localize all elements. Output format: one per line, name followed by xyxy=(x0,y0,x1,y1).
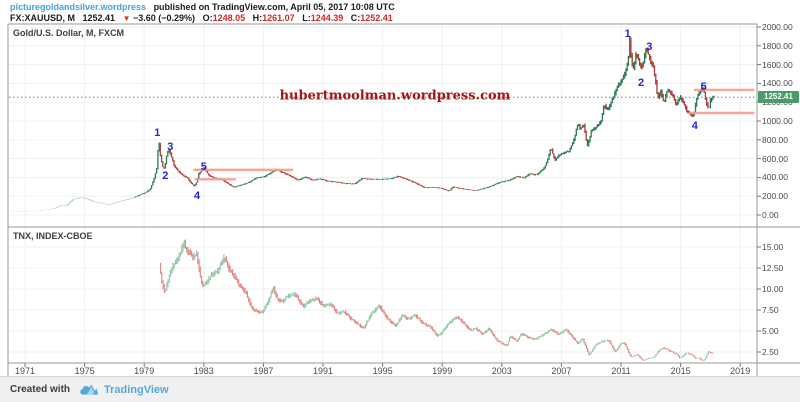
yield-axis-tick-label: 5.00 xyxy=(762,326,779,336)
close-value: 1252.41 xyxy=(360,13,393,23)
low-label: L: xyxy=(302,13,311,23)
time-axis-tick-label: 2019 xyxy=(730,366,751,376)
low-value: 1244.39 xyxy=(310,13,344,23)
price-axis-tick-label: 2000.00 xyxy=(762,22,793,32)
price-axis-tick-label: 0.00 xyxy=(762,210,779,220)
time-axis-tick-label: 2003 xyxy=(491,366,512,376)
yield-axis-tick-label: 7.50 xyxy=(762,305,779,315)
yield-axis-tick-label: 10.00 xyxy=(762,284,784,294)
header-ohlc-row: FX:XAUUSD, M 1252.41 ▼ −3.60 (−0.29%) O:… xyxy=(10,13,393,23)
yield-axis-tick-label: 2.50 xyxy=(762,347,779,357)
current-price-badge: 1252.41 xyxy=(758,91,799,104)
time-axis-tick-label: 1995 xyxy=(372,366,393,376)
watermark-text: hubertmoolman.wordpress.com xyxy=(279,88,511,104)
tradingview-brand-link[interactable]: TradingView xyxy=(104,383,169,396)
price-axis-tick-label: 1400.00 xyxy=(762,78,793,89)
time-axis-tick-label: 2011 xyxy=(611,366,631,376)
footer-bar: Created with TradingView xyxy=(0,376,800,402)
time-axis-tick-label: 1971 xyxy=(14,366,36,376)
wave-count-label: 3 xyxy=(646,40,653,53)
high-label: H: xyxy=(252,13,263,23)
price-axis-tick-label: 1000.00 xyxy=(762,116,793,126)
created-with-label: Created with xyxy=(10,384,71,395)
price-axis-tick-label: 800.00 xyxy=(762,134,788,145)
price-axis-tick-label: 1600.00 xyxy=(762,59,793,70)
header-attribution: picturegoldandsilver.wordpress published… xyxy=(10,2,395,12)
open-label: O: xyxy=(202,13,213,23)
time-axis-tick-label: 1979 xyxy=(134,366,155,376)
wave-count-label: 3 xyxy=(167,141,174,154)
tnx-panel-title: TNX, INDEX-CBOE xyxy=(13,231,93,241)
time-axis-tick-label: 2007 xyxy=(551,366,572,376)
wave-count-label: 4 xyxy=(691,119,698,132)
time-axis-tick-label: 1991 xyxy=(312,366,334,376)
time-axis-tick-label: 1983 xyxy=(193,366,214,376)
wave-count-label: 5 xyxy=(200,160,207,173)
wave-count-label: 4 xyxy=(194,189,201,202)
wave-count-label: 2 xyxy=(638,76,645,89)
wave-count-label: 1 xyxy=(624,27,631,40)
tradingview-logo-icon xyxy=(80,384,99,395)
last-price: 1252.41 xyxy=(82,13,116,23)
wave-count-label: 2 xyxy=(162,170,169,183)
down-triangle-icon: ▼ xyxy=(122,14,131,23)
yield-axis-tick-label: 12.50 xyxy=(762,263,784,273)
gold-panel-title: Gold/U.S. Dollar, M, FXCM xyxy=(13,28,125,38)
price-axis-tick-label: 200.00 xyxy=(762,191,788,202)
yield-axis-tick-label: 15.00 xyxy=(762,242,784,252)
time-axis-tick-label: 1975 xyxy=(74,366,95,376)
published-text: published on TradingView.com, April 05, … xyxy=(153,2,395,12)
time-axis-tick-label: 1987 xyxy=(253,366,274,376)
symbol-label: FX:XAUUSD, M xyxy=(10,13,75,23)
close-label: C: xyxy=(350,13,361,23)
wave-count-label: 5 xyxy=(700,80,707,93)
open-value: 1248.05 xyxy=(212,13,246,23)
change-value: −3.60 (−0.29%) xyxy=(133,13,196,23)
price-axis-tick-label: 1800.00 xyxy=(762,40,793,51)
price-axis-tick-label: 600.00 xyxy=(762,153,788,164)
source-site-link[interactable]: picturegoldandsilver.wordpress xyxy=(10,2,147,12)
wave-count-label: 1 xyxy=(154,127,161,140)
high-value: 1261.07 xyxy=(262,13,295,23)
time-axis-tick-label: 2015 xyxy=(670,366,691,376)
price-axis-tick-label: 400.00 xyxy=(762,172,788,183)
time-axis-tick-label: 1999 xyxy=(432,366,453,376)
